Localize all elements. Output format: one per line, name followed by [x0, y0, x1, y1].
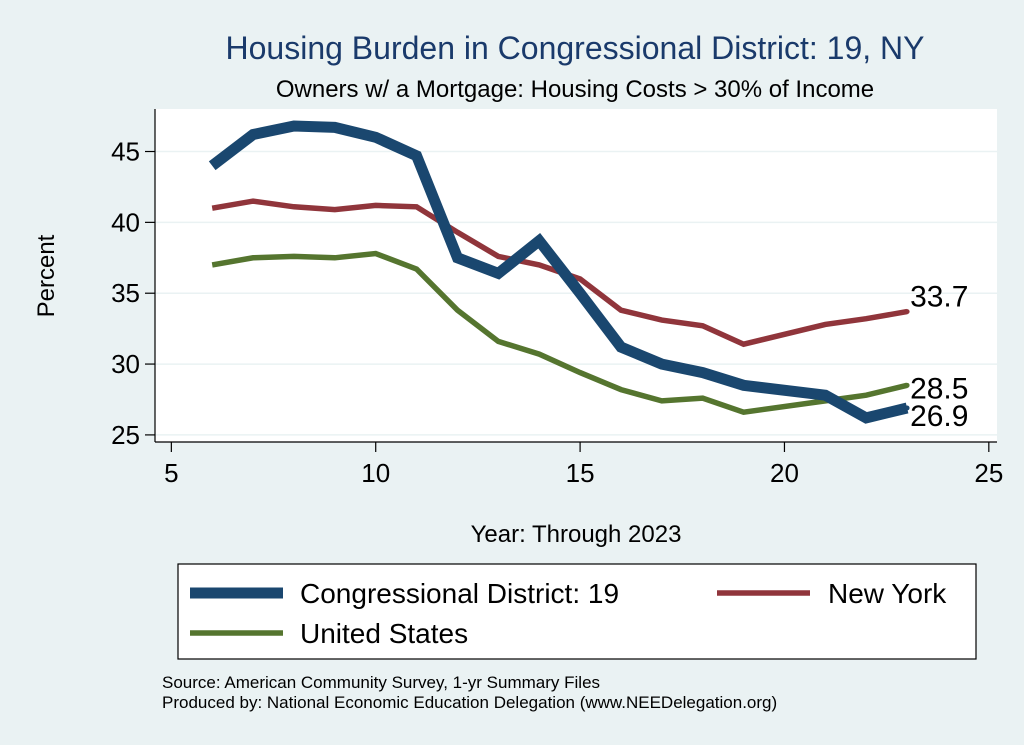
x-tick-label-20: 20	[770, 458, 799, 488]
legend-label-united-states: United States	[300, 618, 468, 649]
series-lines	[208, 120, 909, 424]
legend-label-congressional-district: Congressional District: 19	[300, 578, 619, 609]
series-line-united-states	[211, 250, 908, 416]
end-marker-2	[904, 382, 910, 388]
end-label-congressional-district: 26.9	[910, 400, 968, 433]
y-tick-label-25: 25	[111, 420, 140, 450]
chart-subtitle: Owners w/ a Mortgage: Housing Costs > 30…	[276, 76, 874, 103]
source-note: Source: American Community Survey, 1-yr …	[162, 673, 600, 692]
axes	[154, 109, 997, 443]
produced-by-note: Produced by: National Economic Education…	[162, 693, 777, 712]
end-label-new-york: 33.7	[910, 281, 968, 314]
y-axis-title: Percent	[33, 234, 60, 317]
end-label-united-states: 28.5	[910, 372, 968, 405]
legend-box	[177, 563, 977, 660]
x-tick-label-15: 15	[566, 458, 595, 488]
x-axis-title: Year: Through 2023	[471, 521, 682, 548]
series-line-congressional-district	[208, 120, 909, 424]
x-tick-label-10: 10	[361, 458, 390, 488]
x-axis-ticks: 5 10 15 20 25	[164, 442, 1003, 488]
series-line-new-york	[211, 198, 908, 348]
y-tick-label-40: 40	[111, 207, 140, 237]
legend-label-new-york: New York	[828, 578, 947, 609]
y-tick-label-35: 35	[111, 278, 140, 308]
end-marker-1	[904, 309, 910, 315]
end-labels: 26.9 33.7 28.5	[904, 281, 968, 433]
chart-title: Housing Burden in Congressional District…	[226, 30, 925, 66]
y-tick-label-45: 45	[111, 137, 140, 167]
y-axis-ticks: 25 30 35 40 45	[111, 137, 155, 450]
y-tick-label-30: 30	[111, 349, 140, 379]
end-marker-0	[904, 405, 910, 411]
x-tick-label-25: 25	[974, 458, 1003, 488]
x-tick-label-5: 5	[164, 458, 178, 488]
legend: Congressional District: 19 New York Unit…	[177, 563, 977, 660]
